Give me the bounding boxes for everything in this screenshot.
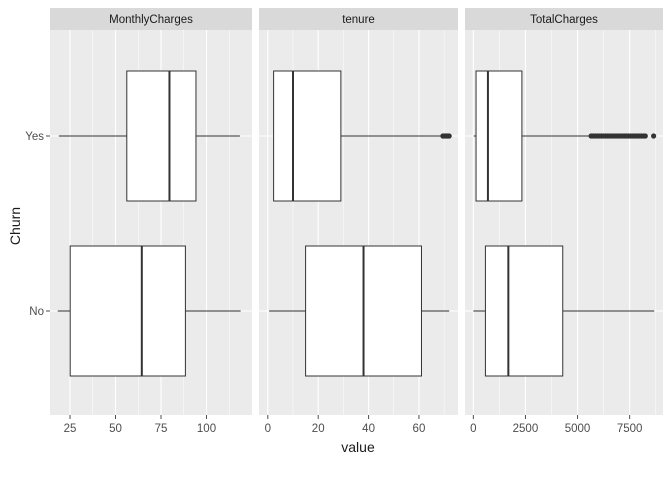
box-no <box>57 245 241 377</box>
box-yes <box>473 70 657 202</box>
box-iqr <box>475 70 523 202</box>
box-yes <box>273 70 452 202</box>
outlier-point <box>642 133 648 139</box>
y-tick-label-yes: Yes <box>25 131 44 143</box>
facet-strip-label: TotalCharges <box>530 14 598 26</box>
y-axis-title: Churn <box>7 207 23 245</box>
box-yes <box>58 70 240 202</box>
x-tick-label: 2500 <box>513 423 539 435</box>
panel-monthlycharges: MonthlyCharges 25 50 75 100 <box>50 8 252 435</box>
x-tick-label: 0 <box>470 423 476 435</box>
x-tick-label: 20 <box>312 423 325 435</box>
box-iqr <box>126 70 197 202</box>
x-axis-title: value <box>341 439 375 455</box>
facet-strip-label: tenure <box>342 14 375 26</box>
y-tick-label-no: No <box>29 306 44 318</box>
panel-totalcharges: TotalCharges 0 2500 5000 7500 <box>465 8 663 435</box>
x-tick-label: 25 <box>64 423 77 435</box>
outlier-point <box>651 133 657 139</box>
panels-layer: No Yes MonthlyCharges 25 50 75 100 tenure 0 20 40 6… <box>25 8 663 435</box>
box-no <box>473 245 655 377</box>
panel-tenure: tenure 0 20 40 60 <box>259 8 458 435</box>
facet-strip <box>50 8 252 30</box>
x-tick-label: 40 <box>362 423 375 435</box>
x-tick-label: 5000 <box>565 423 591 435</box>
facet-strip <box>465 8 663 30</box>
box-no <box>269 245 450 377</box>
box-iqr <box>484 245 564 377</box>
x-tick-label: 7500 <box>617 423 643 435</box>
x-tick-label: 60 <box>413 423 426 435</box>
x-tick-label: 75 <box>155 423 168 435</box>
facet-strip <box>259 8 458 30</box>
x-tick-label: 50 <box>109 423 122 435</box>
outlier-point <box>446 133 452 139</box>
box-iqr <box>69 245 186 377</box>
x-tick-label: 0 <box>265 423 271 435</box>
facet-strip-label: MonthlyCharges <box>109 14 193 26</box>
box-iqr <box>273 70 342 202</box>
x-tick-label: 100 <box>197 423 216 435</box>
